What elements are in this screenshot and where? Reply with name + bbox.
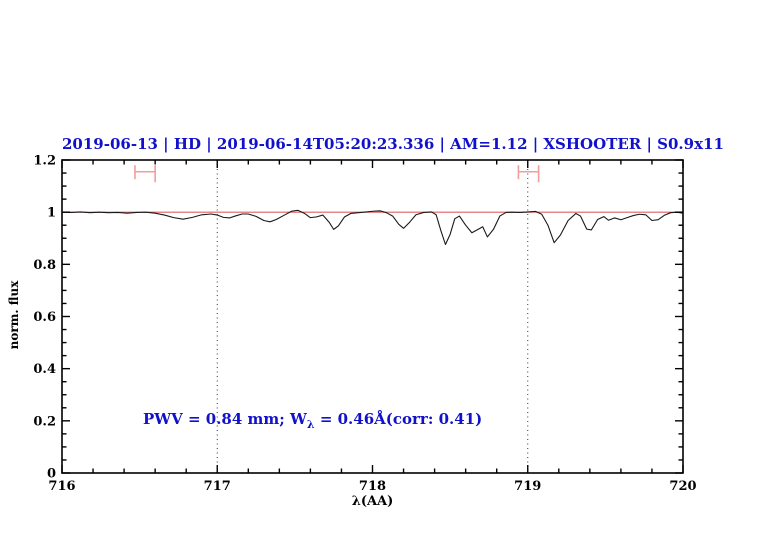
x-tick-label: 716 (48, 479, 75, 494)
plot-title: 2019-06-13 | HD | 2019-06-14T05:20:23.33… (62, 135, 724, 153)
x-tick-label: 719 (514, 479, 541, 494)
pwv-annotation: PWV = 0.84 mm; Wλ = 0.46Å(corr: 0.41) (143, 410, 482, 431)
y-tick-label: 0.6 (33, 310, 56, 325)
x-axis-label: λ(AA) (351, 494, 394, 509)
pwv-annotation-part2: = 0.46Å(corr: 0.41) (314, 410, 483, 428)
y-tick-label: 1.2 (33, 154, 56, 169)
y-tick-label: 0 (47, 467, 56, 482)
spectrum-line (61, 209, 684, 246)
y-tick-label: 0.4 (33, 362, 56, 377)
y-tick-label: 1 (47, 206, 56, 221)
x-tick-label: 720 (669, 479, 696, 494)
y-axis-label: norm. flux (7, 280, 21, 350)
pwv-annotation-subscript: λ (306, 418, 315, 431)
y-tick-label: 0.2 (33, 414, 56, 429)
x-tick-label: 718 (359, 479, 386, 494)
plot-frame (61, 159, 684, 474)
y-tick-label: 0.8 (33, 258, 56, 273)
pwv-annotation-part1: PWV = 0.84 mm; W (143, 410, 307, 428)
x-tick-label: 717 (204, 479, 231, 494)
